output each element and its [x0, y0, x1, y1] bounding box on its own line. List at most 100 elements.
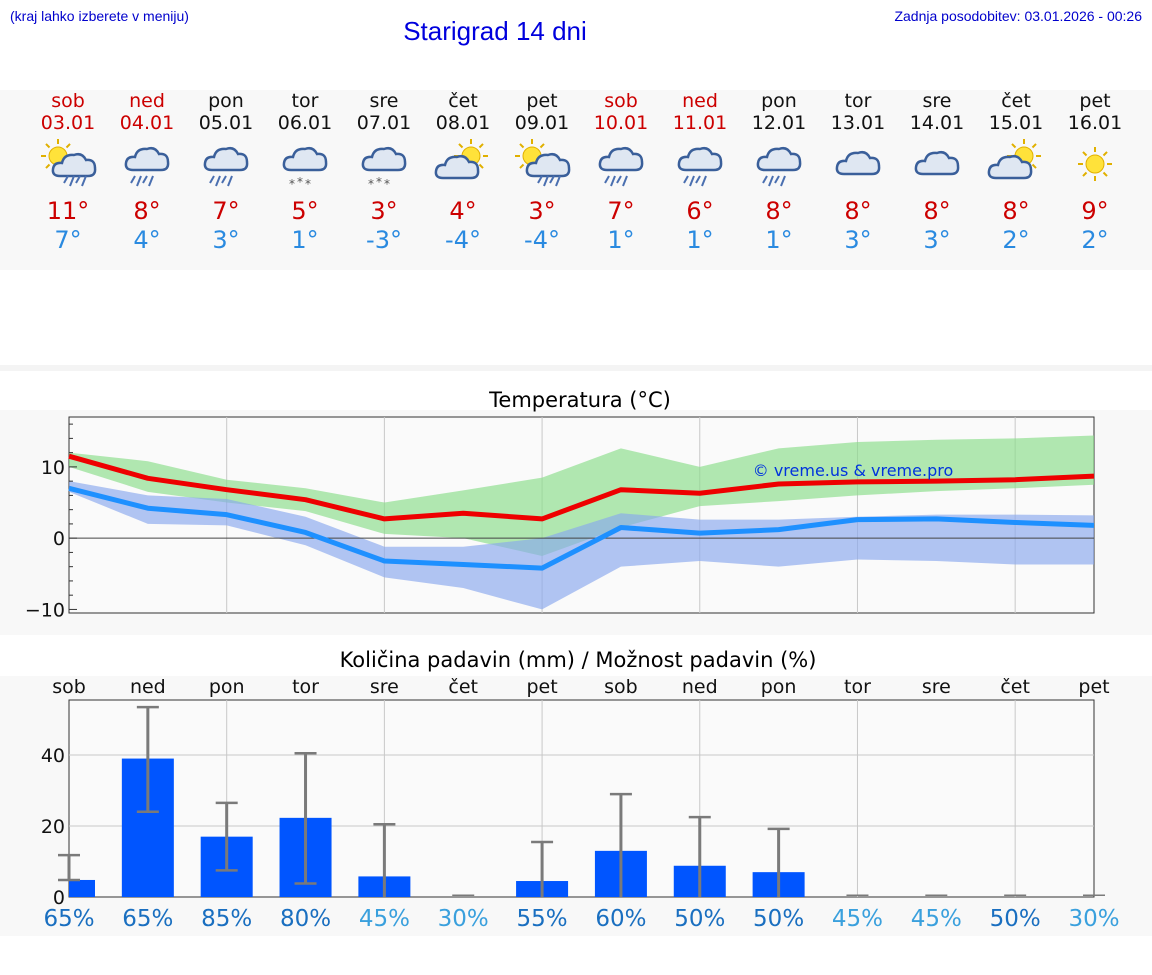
page-title: Starigrad 14 dni	[403, 16, 587, 46]
temp-max: 8°	[844, 197, 872, 225]
temp-min: 2°	[1081, 226, 1109, 254]
day-date: 05.01	[198, 112, 254, 134]
temp-max: 8°	[1002, 197, 1030, 225]
precip-day-label: sob	[52, 676, 86, 698]
precip-probability: 65%	[122, 906, 173, 932]
temp-line-min	[68, 485, 1095, 571]
temp-max: 7°	[212, 197, 240, 225]
day-date: 15.01	[988, 112, 1044, 134]
divider	[0, 365, 1152, 371]
temp-max: 4°	[449, 197, 477, 225]
day-date: 11.01	[672, 112, 728, 134]
precip-day-label: pet	[526, 676, 557, 698]
day-name: tor	[844, 90, 872, 112]
location-hint: (kraj lahko izberete v meniju)	[10, 8, 189, 24]
cloud-rain-icon	[749, 136, 809, 196]
forecast-band	[0, 90, 1152, 270]
day-name: sob	[604, 90, 638, 112]
temp-max: 3°	[370, 197, 398, 225]
y-tick-label: 0	[53, 528, 65, 550]
temp-max: 7°	[607, 197, 635, 225]
precip-probability: 60%	[595, 906, 646, 932]
day-name: pet	[1079, 90, 1111, 112]
temperature-chart: Temperatura (°C) −10 0 10 © vreme.us & vreme…	[25, 388, 1095, 621]
sun-icon	[1065, 136, 1125, 196]
day-date: 10.01	[593, 112, 649, 134]
day-date: 03.01	[40, 112, 96, 134]
precip-day-label: čet	[1000, 676, 1030, 698]
cloud-icon	[828, 136, 888, 196]
temp-max: 9°	[1081, 197, 1109, 225]
y-tick-label: −10	[25, 599, 65, 621]
temp-max: 6°	[686, 197, 714, 225]
temp-min: 1°	[686, 226, 714, 254]
precip-day-label: pet	[1078, 676, 1109, 698]
sun-cloud-icon	[433, 136, 493, 196]
y-tick-label: 20	[41, 816, 65, 838]
temp-band	[69, 435, 1094, 556]
cloud-rain-icon	[117, 136, 177, 196]
last-updated: Zadnja posodobitev: 03.01.2026 - 00:26	[894, 8, 1142, 24]
day-name: čet	[1001, 90, 1031, 112]
precip-probability: 50%	[753, 906, 804, 932]
temp-min: 3°	[212, 226, 240, 254]
temp-min: 7°	[54, 226, 82, 254]
temp-min: 1°	[607, 226, 635, 254]
temp-min: -3°	[366, 226, 402, 254]
precip-probability: 45%	[359, 906, 410, 932]
day-name: pon	[761, 90, 797, 112]
sun-cloud-rain-icon	[512, 136, 572, 196]
temp-max: 11°	[46, 197, 90, 225]
sun-cloud-rain-icon	[38, 136, 98, 196]
temp-min: 1°	[291, 226, 319, 254]
temp-min: -4°	[445, 226, 481, 254]
day-date: 14.01	[909, 112, 965, 134]
y-tick-label: 0	[53, 887, 65, 909]
sun-cloud-icon	[986, 136, 1046, 196]
precip-day-label: pon	[209, 676, 245, 698]
precip-day-label: ned	[130, 676, 166, 698]
svg-text:*: *	[384, 177, 390, 191]
day-date: 06.01	[277, 112, 333, 134]
temp-min: 4°	[133, 226, 161, 254]
precip-probability: 85%	[201, 906, 252, 932]
day-date: 04.01	[119, 112, 175, 134]
day-name: ned	[129, 90, 165, 112]
day-name: ned	[682, 90, 718, 112]
precip-day-label: pon	[761, 676, 797, 698]
svg-text:*: *	[368, 177, 374, 191]
day-date: 09.01	[514, 112, 570, 134]
day-date: 12.01	[751, 112, 807, 134]
precipitation-chart: Količina padavin (mm) / Možnost padavin …	[41, 648, 1120, 932]
temp-min: 2°	[1002, 226, 1030, 254]
temp-min: -4°	[524, 226, 560, 254]
temp-max: 8°	[923, 197, 951, 225]
temp-line-max	[68, 453, 1095, 522]
day-name: sre	[369, 90, 399, 112]
day-date: 07.01	[356, 112, 412, 134]
cloud-rain-icon	[196, 136, 256, 196]
y-tick-label: 40	[41, 745, 65, 767]
precip-probability: 30%	[1068, 906, 1119, 932]
cloud-rain-icon	[591, 136, 651, 196]
precip-day-label: sre	[370, 676, 399, 698]
precip-probability: 50%	[990, 906, 1041, 932]
temp-max: 3°	[528, 197, 556, 225]
precip-day-label: ned	[682, 676, 718, 698]
cloud-snow-icon: * * *	[354, 136, 414, 196]
day-date: 13.01	[830, 112, 886, 134]
day-date: 08.01	[435, 112, 491, 134]
day-name: sob	[51, 90, 85, 112]
precip-day-label: tor	[844, 676, 871, 698]
precip-day-label: sre	[922, 676, 951, 698]
temp-chart-title: Temperatura (°C)	[488, 388, 671, 412]
day-name: pon	[208, 90, 244, 112]
precip-probability: 65%	[43, 906, 94, 932]
temp-max: 5°	[291, 197, 319, 225]
day-name: čet	[448, 90, 478, 112]
cloud-icon	[907, 136, 967, 196]
precip-probability: 50%	[674, 906, 725, 932]
precip-probability: 55%	[517, 906, 568, 932]
y-tick-label: 10	[41, 457, 65, 479]
svg-text:*: *	[376, 175, 382, 189]
